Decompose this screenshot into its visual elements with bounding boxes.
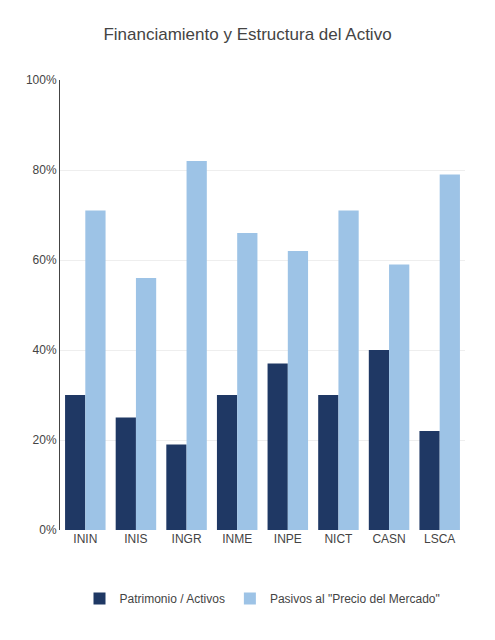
svg-text:CASN: CASN <box>372 532 405 546</box>
svg-text:ININ: ININ <box>73 532 97 546</box>
svg-text:INIS: INIS <box>124 532 147 546</box>
svg-text:60%: 60% <box>33 253 57 267</box>
svg-text:Patrimonio / Activos: Patrimonio / Activos <box>120 592 225 606</box>
svg-text:INGR: INGR <box>172 532 202 546</box>
svg-text:INPE: INPE <box>274 532 302 546</box>
svg-text:INME: INME <box>222 532 252 546</box>
svg-text:Pasivos al "Precio del Mercado: Pasivos al "Precio del Mercado" <box>270 592 440 606</box>
svg-text:20%: 20% <box>33 433 57 447</box>
svg-text:0%: 0% <box>39 523 57 537</box>
svg-text:100%: 100% <box>26 73 57 87</box>
svg-text:80%: 80% <box>33 163 57 177</box>
svg-text:40%: 40% <box>33 343 57 357</box>
svg-text:NICT: NICT <box>324 532 353 546</box>
svg-text:Financiamiento y Estructura de: Financiamiento y Estructura del Activo <box>103 25 391 44</box>
svg-text:LSCA: LSCA <box>424 532 455 546</box>
